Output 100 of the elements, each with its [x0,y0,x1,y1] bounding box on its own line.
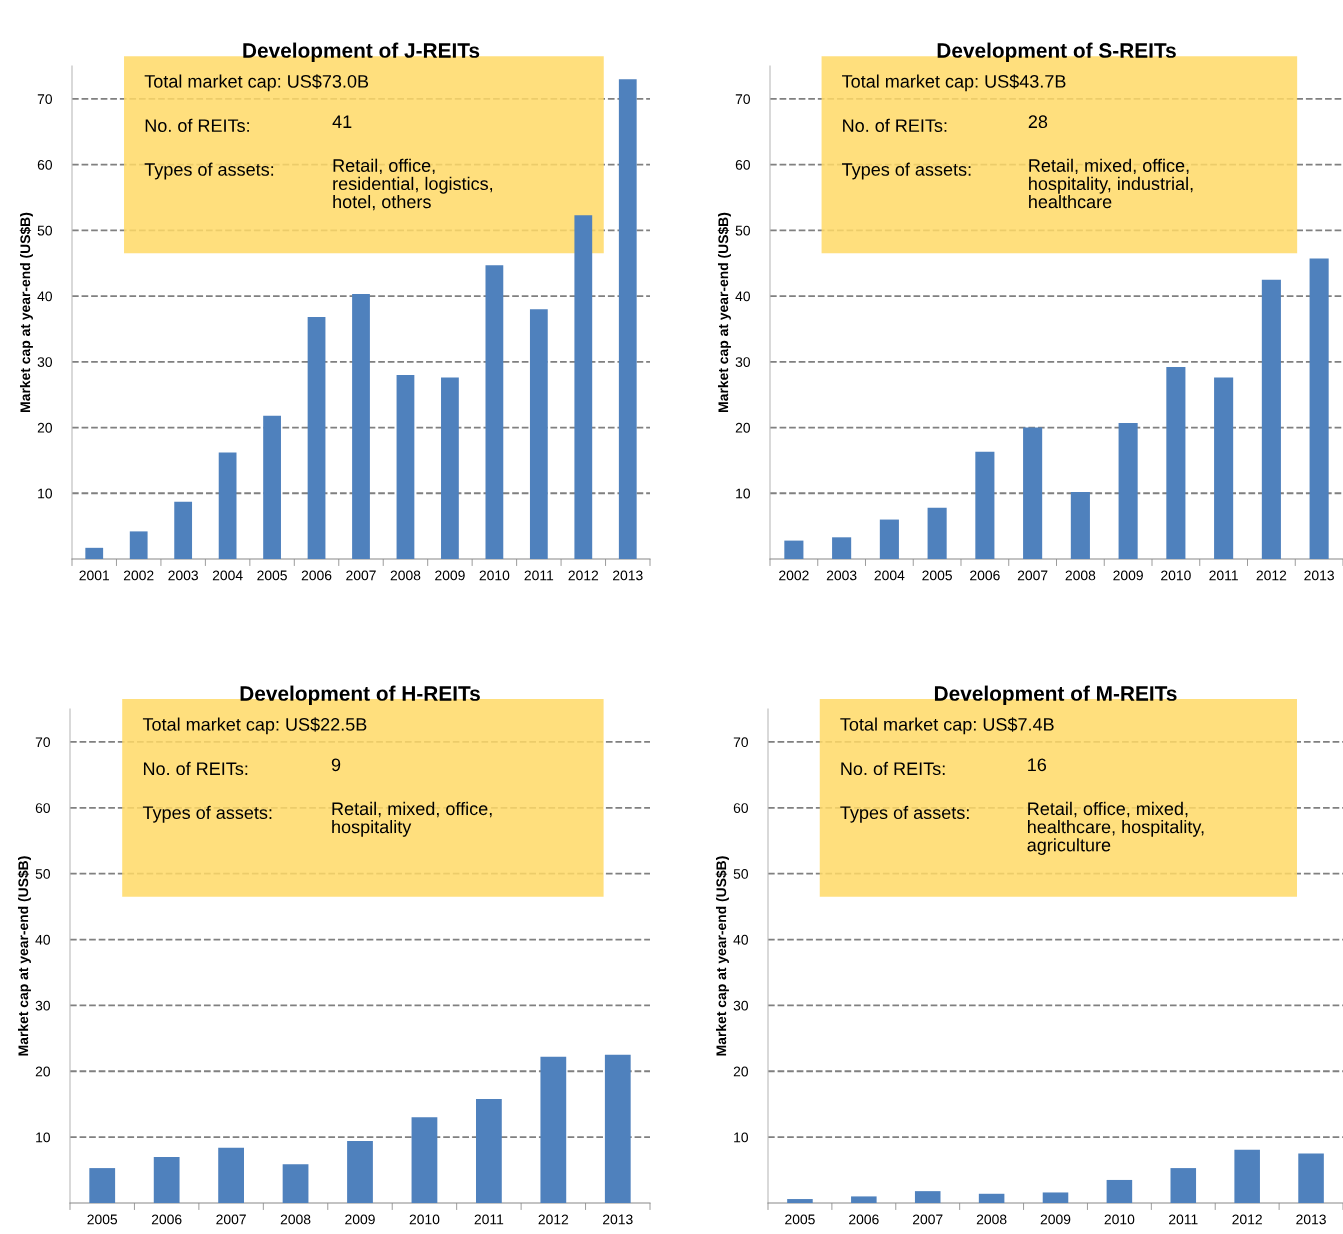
bar [1234,1149,1260,1203]
bar [282,1164,309,1203]
bar [174,501,193,559]
annotation: Types of assets: [144,162,274,180]
y-tick-label: 60 [733,803,749,813]
x-tick-label: 2010 [479,570,510,581]
bar [618,79,637,559]
x-tick-label: 2012 [538,1214,569,1225]
chart-title: Development of H-REITs [240,685,480,705]
bar [263,415,281,559]
annotation: No. of REITs: [841,761,945,776]
x-tick-label: 2006 [151,1214,182,1225]
bar [352,294,370,559]
x-tick-label: 2010 [1104,1214,1135,1225]
y-tick-label: 60 [735,159,751,170]
x-tick-label: 2006 [970,570,1000,581]
annotation: Types of assets: [842,162,971,180]
x-tick-label: 2008 [1065,570,1096,581]
bar [1106,1179,1133,1203]
x-tick-label: 2003 [168,570,198,581]
x-tick-label: 2013 [1304,570,1334,581]
y-tick-label: 20 [37,422,53,433]
y-tick-label: 20 [735,422,751,433]
annotation: No. of REITs: [843,118,947,132]
bar [1118,422,1138,559]
bar [1042,1192,1069,1203]
annotation: Retail, mixed, office, hospitality [332,801,492,837]
annotation: 16 [1028,758,1047,772]
x-tick-label: 2007 [1017,570,1048,581]
bar [927,507,947,559]
x-tick-label: 2005 [257,570,287,581]
bar [89,1168,116,1203]
y-tick-label: 50 [733,869,749,879]
bar [975,451,995,559]
annotation: Total market cap: US$43.7B [842,74,1066,92]
annotation: Types of assets: [142,805,272,823]
y-tick-label: 20 [733,1066,749,1077]
bar [1166,367,1186,559]
y-tick-label: 70 [35,737,51,748]
y-tick-label: 20 [35,1066,51,1077]
x-tick-label: 2008 [390,570,421,581]
x-tick-label: 2011 [474,1214,504,1225]
y-axis-title: Market cap at year-end (US$B) [19,212,33,412]
x-tick-label: 2009 [345,1214,375,1225]
y-tick-label: 70 [733,737,749,748]
annotation: Total market cap: US$7.4B [840,717,1054,735]
bar [604,1054,631,1203]
annotation: Total market cap: US$22.5B [142,717,367,735]
bar [784,540,804,559]
y-tick-label: 30 [733,1000,749,1011]
bar [832,537,852,559]
y-tick-label: 40 [37,291,53,302]
bar [129,531,148,559]
x-tick-label: 2007 [216,1214,246,1225]
annotation: 9 [331,758,341,772]
annotation: Types of assets: [840,805,969,823]
x-tick-label: 2012 [1256,570,1287,581]
y-tick-label: 30 [37,357,53,367]
bar [851,1196,877,1203]
chart-title: Development of S-REITs [937,42,1176,62]
x-tick-label: 2009 [1040,1214,1071,1225]
bar [879,519,899,559]
bar [540,1056,567,1203]
bar [1261,279,1281,559]
y-tick-label: 40 [733,934,749,945]
y-tick-label: 10 [36,1132,51,1143]
y-tick-label: 50 [735,225,751,236]
bar [914,1191,941,1203]
bar [1170,1168,1197,1203]
x-tick-label: 2007 [346,570,376,581]
y-tick-label: 10 [38,488,53,499]
x-tick-label: 2005 [922,570,952,581]
bar [347,1141,373,1203]
annotation: 41 [332,115,352,128]
x-tick-label: 2013 [603,1214,633,1225]
y-axis-title: Market cap at year-end (US$B) [715,856,729,1056]
x-tick-label: 2002 [123,570,154,581]
y-axis-title: Market cap at year-end (US$B) [17,856,31,1056]
x-tick-label: 2009 [1113,570,1143,581]
annotation: Total market cap: US$73.0B [144,74,369,92]
chart-title: Development of J-REITs [243,42,480,62]
bar [978,1193,1005,1203]
bar [485,265,504,559]
x-tick-label: 2004 [212,570,243,581]
y-tick-label: 70 [37,94,53,105]
y-tick-label: 50 [35,869,51,879]
x-tick-label: 2006 [849,1214,879,1225]
y-tick-label: 30 [35,1000,51,1011]
bar [1298,1153,1324,1203]
bar [1023,427,1043,559]
bar [441,377,459,559]
bar [218,452,237,559]
x-tick-label: 2012 [568,570,599,581]
x-tick-label: 2011 [1169,1214,1198,1225]
x-tick-label: 2002 [779,570,809,581]
x-tick-label: 2008 [976,1214,1007,1225]
y-tick-label: 30 [735,357,751,367]
x-tick-label: 2010 [1161,570,1191,581]
y-tick-label: 60 [37,159,53,170]
bar [218,1147,244,1203]
